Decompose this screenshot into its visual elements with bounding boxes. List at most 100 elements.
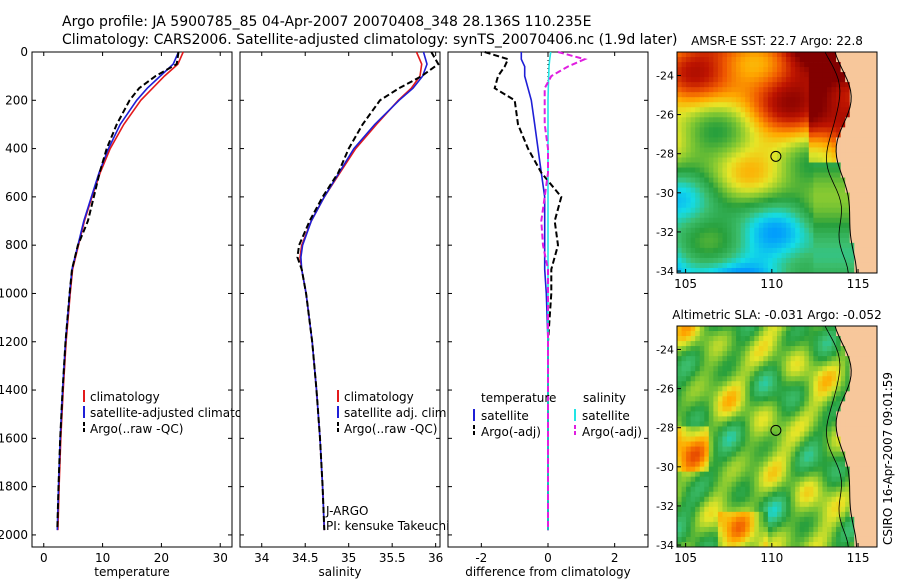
sla-map-grid-cell: [740, 386, 746, 392]
sst-map-grid-cell: [708, 82, 714, 88]
sla-map-grid-cell: [840, 381, 846, 387]
sla-map-grid-cell: [817, 486, 823, 493]
sst-map-grid-cell: [686, 77, 692, 83]
sst-map-grid-cell: [808, 227, 814, 234]
sla-map-grid-cell: [695, 451, 701, 457]
sst-map-grid-cell: [849, 202, 855, 209]
sst-map-grid-cell: [727, 117, 732, 123]
sst-map-grid-cell: [722, 157, 728, 163]
sst-map-grid-cell: [790, 137, 796, 143]
sst-map-grid-cell: [727, 242, 732, 249]
sst-map-grid-cell: [790, 102, 796, 108]
sst-map-grid-cell: [699, 192, 705, 199]
sst-map-grid-cell: [827, 52, 832, 58]
sst-map-grid-cell: [677, 77, 682, 83]
sla-map-grid-cell: [763, 516, 769, 523]
sla-map-grid-cell: [858, 496, 864, 503]
sla-map-grid-cell: [858, 506, 864, 513]
sla-map-grid-cell: [699, 381, 705, 387]
sla-map-title: Altimetric SLA: -0.031 Argo: -0.052: [672, 308, 881, 322]
sst-map-grid-cell: [708, 237, 714, 244]
sla-map-grid-cell: [777, 331, 782, 337]
sla-map-grid-cell: [790, 526, 796, 533]
sst-map-grid-cell: [790, 127, 796, 133]
sla-map-grid-cell: [863, 441, 869, 447]
sla-map-grid-cell: [713, 536, 719, 543]
sst-map-grid-cell: [690, 97, 696, 103]
sla-map-grid-cell: [704, 366, 710, 372]
sla-map-grid-cell: [708, 401, 714, 407]
sst-map-grid-cell: [849, 172, 855, 178]
sla-map-grid-cell: [817, 341, 823, 347]
sst-map-grid-cell: [831, 172, 837, 178]
sla-map-grid-cell: [813, 396, 819, 402]
sla-map-grid-cell: [731, 426, 737, 432]
sst-map-grid-cell: [854, 72, 860, 78]
sla-map-grid-cell: [754, 341, 760, 347]
sst-map-grid-cell: [722, 197, 728, 204]
sst-map-grid-cell: [836, 257, 842, 264]
sst-map-grid-cell: [813, 152, 819, 158]
sla-map-grid-cell: [708, 456, 714, 463]
sla-map-grid-cell: [808, 381, 814, 387]
sst-map-grid-cell: [740, 112, 746, 118]
sst-map-grid-cell: [854, 237, 860, 244]
sst-map-grid-cell: [749, 242, 755, 249]
sst-map-grid-cell: [699, 92, 705, 98]
sst-map-grid-cell: [827, 182, 832, 189]
sst-map-grid-cell: [827, 237, 832, 244]
sst-map-grid-cell: [786, 177, 792, 183]
sla-map-grid-cell: [699, 491, 705, 498]
sla-map-grid-cell: [699, 386, 705, 392]
sla-map-grid-cell: [767, 386, 773, 392]
sla-map-grid-cell: [695, 501, 701, 508]
sla-map-grid-cell: [849, 416, 855, 422]
sla-map-grid-cell: [745, 341, 751, 347]
sla-map-grid-cell: [781, 366, 787, 372]
sla-map-grid-cell: [858, 516, 864, 523]
sla-map-grid-cell: [804, 351, 810, 357]
sst-map-grid-cell: [840, 177, 846, 183]
sla-map-grid-cell: [731, 471, 737, 478]
sla-map-grid-cell: [872, 521, 878, 528]
sst-map-grid-cell: [808, 187, 814, 194]
sla-map-grid-cell: [708, 391, 714, 397]
sla-map-grid-cell: [845, 421, 851, 427]
sla-map-grid-cell: [745, 441, 751, 447]
sst-map-grid-cell: [677, 227, 682, 234]
sst-map-grid-cell: [686, 167, 692, 173]
sst-map-grid-cell: [677, 237, 682, 244]
sst-map-grid-cell: [813, 142, 819, 148]
sla-map-grid-cell: [849, 481, 855, 488]
sst-map-grid-cell: [781, 187, 787, 194]
sst-map-grid-cell: [790, 87, 796, 93]
sla-map-grid-cell: [708, 381, 714, 387]
sst-map-grid-cell: [854, 127, 860, 133]
sla-map-grid-cell: [745, 386, 751, 392]
sla-map-grid-cell: [713, 516, 719, 523]
sst-map-grid-cell: [795, 72, 801, 78]
sla-map-grid-cell: [845, 461, 851, 468]
sst-map-grid-cell: [740, 267, 746, 274]
sla-map-grid-cell: [781, 381, 787, 387]
sla-map-grid-cell: [808, 456, 814, 463]
sst-map-grid-cell: [822, 82, 828, 88]
sst-map-grid-cell: [822, 57, 828, 63]
depth-tick-label: 0: [20, 45, 28, 59]
sla-map-argo-marker: [770, 424, 782, 436]
sst-map-grid-cell: [731, 97, 737, 103]
sla-map-grid-cell: [854, 426, 860, 432]
sla-map-grid-cell: [813, 456, 819, 463]
sst-map-grid-cell: [681, 87, 687, 93]
sla-map-grid-cell: [781, 526, 787, 533]
sla-map-grid-cell: [795, 376, 801, 382]
sla-map-grid-cell: [690, 441, 696, 447]
sst-map-grid-cell: [827, 62, 832, 68]
sla-map-grid-cell: [790, 416, 796, 422]
sla-map-grid-cell: [736, 416, 742, 422]
sst-map-grid-cell: [808, 202, 814, 209]
sla-map-grid-cell: [858, 366, 864, 372]
sla-map-grid-cell: [781, 356, 787, 362]
sst-map-grid-cell: [686, 262, 692, 269]
sst-map-grid-cell: [740, 197, 746, 204]
